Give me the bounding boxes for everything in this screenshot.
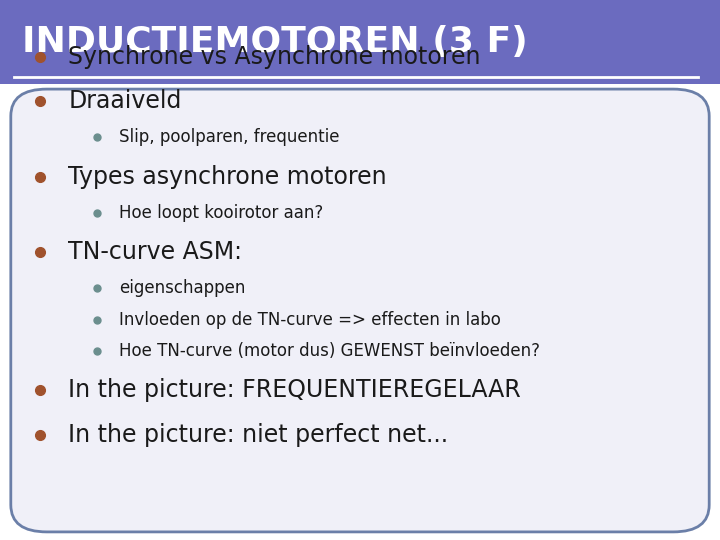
Text: Invloeden op de TN-curve => effecten in labo: Invloeden op de TN-curve => effecten in … xyxy=(119,310,500,329)
Bar xyxy=(0,0,720,84)
Text: Hoe loopt kooirotor aan?: Hoe loopt kooirotor aan? xyxy=(119,204,323,222)
FancyBboxPatch shape xyxy=(11,89,709,532)
Text: TN-curve ASM:: TN-curve ASM: xyxy=(68,240,243,264)
Text: In the picture: niet perfect net...: In the picture: niet perfect net... xyxy=(68,423,449,447)
Text: INDUCTIEMOTOREN (3 F): INDUCTIEMOTOREN (3 F) xyxy=(22,25,527,59)
Text: Hoe TN-curve (motor dus) GEWENST beïnvloeden?: Hoe TN-curve (motor dus) GEWENST beïnvlo… xyxy=(119,342,540,360)
Text: Slip, poolparen, frequentie: Slip, poolparen, frequentie xyxy=(119,128,339,146)
Text: Draaiveld: Draaiveld xyxy=(68,89,181,113)
Text: eigenschappen: eigenschappen xyxy=(119,279,246,298)
Text: In the picture: FREQUENTIEREGELAAR: In the picture: FREQUENTIEREGELAAR xyxy=(68,379,521,402)
Text: Types asynchrone motoren: Types asynchrone motoren xyxy=(68,165,387,188)
Text: Synchrone vs Asynchrone motoren: Synchrone vs Asynchrone motoren xyxy=(68,45,481,69)
